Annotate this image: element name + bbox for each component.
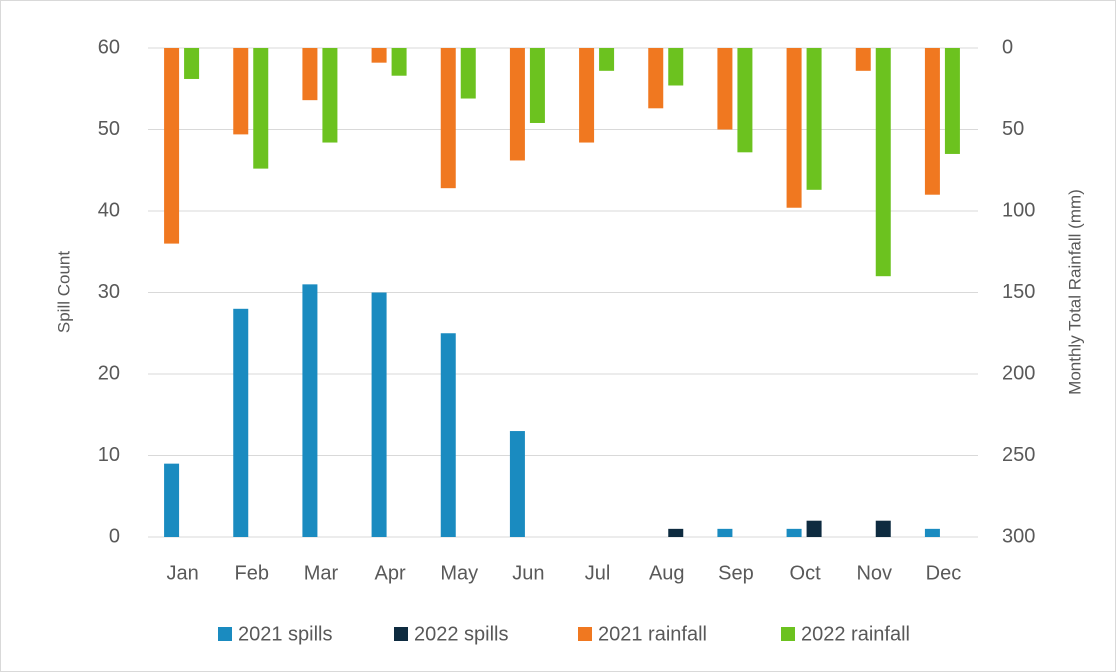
- bar: [924, 48, 940, 195]
- x-tick-label: Feb: [235, 562, 269, 584]
- y2-tick-label: 100: [1002, 199, 1035, 221]
- bar: [253, 48, 269, 169]
- y2-tick-label: 300: [1002, 525, 1035, 547]
- bar: [509, 48, 525, 161]
- y-tick-label: 60: [98, 36, 120, 58]
- bar: [668, 528, 684, 537]
- x-tick-label: Nov: [856, 562, 892, 584]
- bar: [440, 48, 456, 189]
- bar: [164, 48, 180, 244]
- bar: [460, 48, 476, 99]
- legend-swatch: [394, 627, 408, 641]
- y2-tick-label: 200: [1002, 362, 1035, 384]
- y-tick-label: 20: [98, 362, 120, 384]
- bar: [875, 48, 891, 277]
- y-tick-label: 50: [98, 118, 120, 140]
- x-tick-label: Oct: [790, 562, 822, 584]
- bar: [717, 48, 733, 130]
- y2-tick-label: 150: [1002, 281, 1035, 303]
- y2-tick-label: 250: [1002, 444, 1035, 466]
- bar: [944, 48, 960, 154]
- bar: [786, 528, 802, 537]
- x-tick-label: Mar: [304, 562, 339, 584]
- bar: [302, 48, 318, 101]
- x-tick-label: Aug: [649, 562, 685, 584]
- bar: [322, 48, 338, 143]
- y-tick-label: 30: [98, 281, 120, 303]
- legend-swatch: [781, 627, 795, 641]
- bar: [371, 48, 387, 63]
- legend-swatch: [218, 627, 232, 641]
- bar: [529, 48, 545, 123]
- bar: [233, 308, 249, 537]
- y2-tick-label: 0: [1002, 36, 1013, 58]
- bar: [855, 48, 871, 71]
- y2-axis-title: Monthly Total Rainfall (mm): [1065, 189, 1084, 395]
- y-tick-label: 40: [98, 199, 120, 221]
- bar: [184, 48, 200, 79]
- x-tick-label: May: [440, 562, 478, 584]
- bar: [875, 520, 891, 537]
- y-tick-label: 0: [109, 525, 120, 547]
- bar: [391, 48, 407, 76]
- legend-swatch: [578, 627, 592, 641]
- bar: [806, 520, 822, 537]
- bar: [509, 431, 525, 537]
- x-tick-label: Jun: [512, 562, 544, 584]
- bar: [786, 48, 802, 208]
- bar: [806, 48, 822, 190]
- y2-tick-label: 50: [1002, 118, 1024, 140]
- bar: [737, 48, 753, 153]
- legend-label: 2022 spills: [414, 623, 509, 645]
- x-tick-label: Sep: [718, 562, 754, 584]
- bar: [717, 528, 733, 537]
- bar: [233, 48, 249, 135]
- bar: [599, 48, 615, 71]
- legend-label: 2022 rainfall: [801, 623, 910, 645]
- legend-label: 2021 rainfall: [598, 623, 707, 645]
- bar: [440, 333, 456, 537]
- x-tick-label: Jan: [166, 562, 198, 584]
- y-axis-title: Spill Count: [54, 251, 73, 333]
- legend-label: 2021 spills: [238, 623, 333, 645]
- bar: [164, 463, 180, 537]
- x-tick-label: Dec: [926, 562, 962, 584]
- x-tick-label: Jul: [585, 562, 611, 584]
- bar: [648, 48, 664, 109]
- y-tick-label: 10: [98, 444, 120, 466]
- bar: [924, 528, 940, 537]
- bar: [302, 284, 318, 537]
- bar: [668, 48, 684, 86]
- bar: [579, 48, 595, 143]
- bar: [371, 292, 387, 537]
- x-tick-label: Apr: [375, 562, 406, 584]
